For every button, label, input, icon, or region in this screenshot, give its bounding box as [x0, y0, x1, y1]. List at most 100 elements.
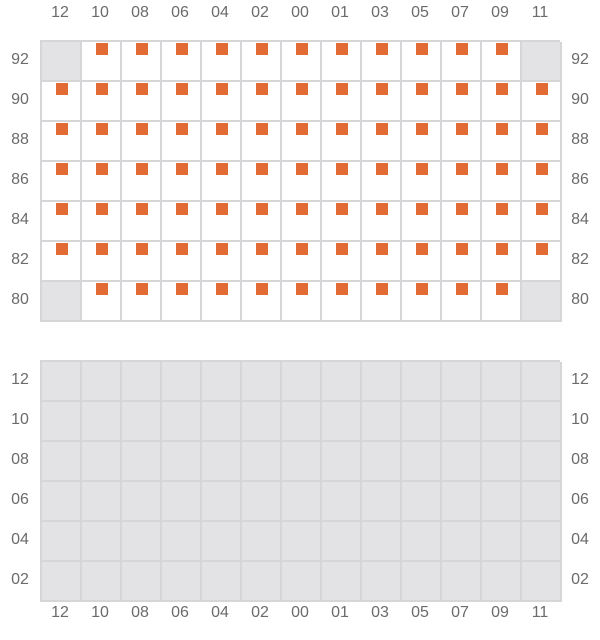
grid-cell[interactable]	[202, 122, 242, 162]
grid-cell[interactable]	[162, 202, 202, 242]
inactive-cell[interactable]	[322, 522, 362, 562]
grid-cell[interactable]	[442, 202, 482, 242]
grid-cell[interactable]	[282, 202, 322, 242]
inactive-cell[interactable]	[82, 562, 122, 602]
grid-cell[interactable]	[122, 242, 162, 282]
grid-cell[interactable]	[202, 42, 242, 82]
grid-cell[interactable]	[162, 242, 202, 282]
grid-cell[interactable]	[82, 122, 122, 162]
grid-cell[interactable]	[42, 82, 82, 122]
inactive-cell[interactable]	[522, 442, 562, 482]
inactive-cell[interactable]	[322, 402, 362, 442]
inactive-cell[interactable]	[82, 482, 122, 522]
grid-cell[interactable]	[242, 162, 282, 202]
grid-cell[interactable]	[402, 82, 442, 122]
inactive-cell[interactable]	[362, 482, 402, 522]
grid-cell[interactable]	[122, 282, 162, 322]
inactive-cell[interactable]	[362, 522, 402, 562]
grid-cell[interactable]	[322, 282, 362, 322]
inactive-cell[interactable]	[522, 402, 562, 442]
inactive-cell[interactable]	[42, 402, 82, 442]
grid-cell[interactable]	[322, 122, 362, 162]
inactive-cell[interactable]	[442, 442, 482, 482]
grid-cell[interactable]	[42, 202, 82, 242]
grid-cell[interactable]	[202, 82, 242, 122]
inactive-cell[interactable]	[442, 402, 482, 442]
inactive-cell[interactable]	[242, 442, 282, 482]
grid-cell[interactable]	[82, 282, 122, 322]
inactive-cell[interactable]	[242, 402, 282, 442]
grid-cell[interactable]	[322, 42, 362, 82]
grid-cell[interactable]	[362, 82, 402, 122]
grid-cell[interactable]	[242, 42, 282, 82]
inactive-cell[interactable]	[202, 402, 242, 442]
inactive-cell[interactable]	[442, 562, 482, 602]
grid-cell[interactable]	[282, 42, 322, 82]
grid-cell[interactable]	[482, 202, 522, 242]
grid-cell[interactable]	[242, 282, 282, 322]
inactive-cell[interactable]	[402, 482, 442, 522]
grid-cell[interactable]	[322, 82, 362, 122]
grid-cell[interactable]	[442, 82, 482, 122]
grid-cell[interactable]	[482, 242, 522, 282]
inactive-cell[interactable]	[122, 402, 162, 442]
inactive-cell[interactable]	[362, 362, 402, 402]
inactive-cell[interactable]	[482, 562, 522, 602]
inactive-cell[interactable]	[522, 482, 562, 522]
inactive-cell[interactable]	[122, 362, 162, 402]
grid-cell[interactable]	[282, 82, 322, 122]
inactive-cell[interactable]	[362, 402, 402, 442]
grid-cell[interactable]	[82, 42, 122, 82]
inactive-cell[interactable]	[202, 482, 242, 522]
grid-cell[interactable]	[402, 122, 442, 162]
grid-cell[interactable]	[442, 162, 482, 202]
inactive-cell[interactable]	[522, 362, 562, 402]
inactive-cell[interactable]	[42, 42, 82, 82]
inactive-cell[interactable]	[442, 362, 482, 402]
grid-cell[interactable]	[42, 242, 82, 282]
grid-cell[interactable]	[162, 122, 202, 162]
inactive-cell[interactable]	[402, 402, 442, 442]
grid-cell[interactable]	[202, 282, 242, 322]
inactive-cell[interactable]	[242, 362, 282, 402]
inactive-cell[interactable]	[162, 402, 202, 442]
grid-cell[interactable]	[82, 162, 122, 202]
grid-cell[interactable]	[162, 42, 202, 82]
grid-cell[interactable]	[202, 242, 242, 282]
grid-cell[interactable]	[362, 162, 402, 202]
grid-cell[interactable]	[522, 122, 562, 162]
grid-cell[interactable]	[362, 242, 402, 282]
inactive-cell[interactable]	[242, 482, 282, 522]
grid-cell[interactable]	[242, 242, 282, 282]
inactive-cell[interactable]	[442, 482, 482, 522]
grid-cell[interactable]	[122, 202, 162, 242]
inactive-cell[interactable]	[482, 442, 522, 482]
inactive-cell[interactable]	[122, 562, 162, 602]
inactive-cell[interactable]	[522, 562, 562, 602]
grid-cell[interactable]	[42, 122, 82, 162]
grid-cell[interactable]	[282, 242, 322, 282]
grid-cell[interactable]	[442, 242, 482, 282]
inactive-cell[interactable]	[122, 482, 162, 522]
inactive-cell[interactable]	[42, 442, 82, 482]
grid-cell[interactable]	[242, 82, 282, 122]
grid-cell[interactable]	[442, 42, 482, 82]
inactive-cell[interactable]	[282, 522, 322, 562]
inactive-cell[interactable]	[42, 282, 82, 322]
grid-cell[interactable]	[322, 242, 362, 282]
grid-cell[interactable]	[522, 162, 562, 202]
grid-cell[interactable]	[202, 202, 242, 242]
grid-cell[interactable]	[242, 202, 282, 242]
inactive-cell[interactable]	[82, 522, 122, 562]
inactive-cell[interactable]	[402, 562, 442, 602]
grid-cell[interactable]	[322, 162, 362, 202]
grid-cell[interactable]	[122, 122, 162, 162]
grid-cell[interactable]	[522, 242, 562, 282]
inactive-cell[interactable]	[282, 362, 322, 402]
grid-cell[interactable]	[402, 242, 442, 282]
inactive-cell[interactable]	[482, 362, 522, 402]
grid-cell[interactable]	[522, 202, 562, 242]
inactive-cell[interactable]	[322, 442, 362, 482]
inactive-cell[interactable]	[282, 482, 322, 522]
inactive-cell[interactable]	[162, 362, 202, 402]
